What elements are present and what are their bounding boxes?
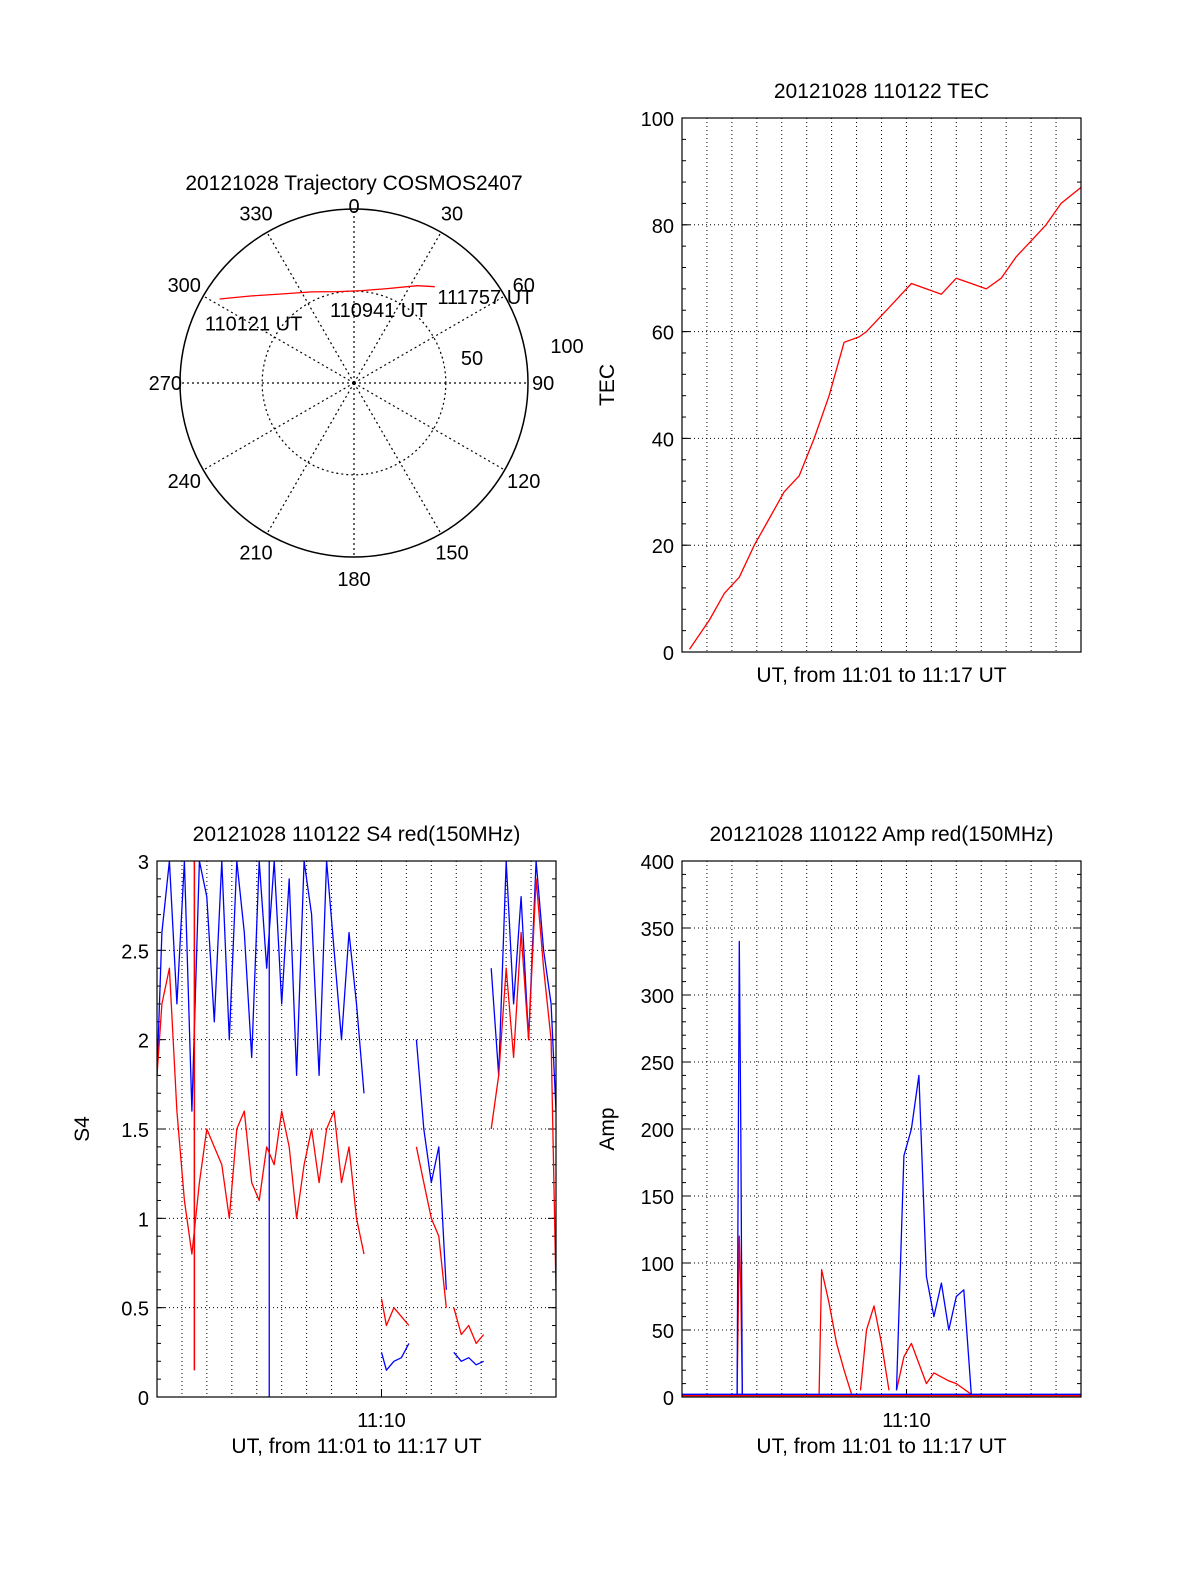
trajectory-time-label: 110121 UT xyxy=(205,313,302,335)
polar-azimuth-label: 90 xyxy=(532,373,554,395)
tec-ylabel: TEC xyxy=(596,364,619,406)
s4-series-red-line xyxy=(490,878,556,1290)
amp-ytick-label: 0 xyxy=(663,1388,674,1410)
s4-xtick-label: 11:10 xyxy=(357,1410,406,1432)
polar-spoke xyxy=(203,295,355,384)
amp-ytick-label: 200 xyxy=(641,1120,674,1142)
polar-azimuth-label: 330 xyxy=(239,203,272,225)
tec-xlabel: UT, from 11:01 to 11:17 UT xyxy=(756,664,1006,687)
s4-series-blue-line xyxy=(415,1039,447,1290)
s4-ytick-label: 2.5 xyxy=(121,941,149,963)
amp-xlabel: UT, from 11:01 to 11:17 UT xyxy=(756,1435,1006,1458)
polar-azimuth-label: 150 xyxy=(435,543,468,565)
polar-azimuth-label: 180 xyxy=(337,569,370,591)
amp-ytick-label: 400 xyxy=(641,852,674,874)
s4-panel: 0 0.5 1 1.5 2 2.5 3 11:10 20121028 110122 S4 red… xyxy=(71,823,557,1458)
polar-azimuth-label: 0 xyxy=(348,196,359,218)
tec-ytick-label: 100 xyxy=(641,109,674,131)
amp-frame xyxy=(681,860,1082,1398)
trajectory-time-label: 111757 UT xyxy=(437,287,533,309)
tec-panel: 0 20 40 60 80 100 20121028 110122 TEC UT, from … xyxy=(596,80,1082,687)
tec-data xyxy=(688,186,1081,650)
polar-ring-label: 100 xyxy=(550,336,583,358)
amp-ytick-label: 150 xyxy=(641,1187,674,1209)
s4-series-blue-line xyxy=(490,861,556,1112)
s4-ytick-label: 1 xyxy=(138,1209,149,1231)
amp-ytick-label: 350 xyxy=(641,919,674,941)
s4-ytick-label: 0 xyxy=(138,1388,149,1410)
amp-series-blue-line xyxy=(895,1074,972,1395)
polar-outer-circle xyxy=(179,208,529,558)
amp-series-red-line xyxy=(818,1269,853,1395)
tec-ytick-label: 80 xyxy=(652,216,674,238)
s4-ylabel: S4 xyxy=(71,1116,94,1142)
polar-spoke xyxy=(353,232,442,384)
polar-azimuth-label: 60 xyxy=(513,275,535,297)
polar-azimuth-label: 30 xyxy=(441,203,463,225)
amp-ytick-label: 300 xyxy=(641,986,674,1008)
amp-series-red-line xyxy=(895,1342,972,1395)
s4-ytick-label: 1.5 xyxy=(121,1120,149,1142)
amp-ylabel: Amp xyxy=(596,1107,619,1150)
polar-spoke xyxy=(353,295,505,384)
amp-series-red-line xyxy=(859,1305,890,1391)
s4-data xyxy=(157,861,556,1397)
tec-series-red-line xyxy=(688,186,1081,650)
amp-ytick-label: 50 xyxy=(652,1321,674,1343)
s4-xlabel: UT, from 11:01 to 11:17 UT xyxy=(231,1435,481,1458)
s4-series-blue-line xyxy=(157,861,365,1112)
polar-spoke xyxy=(203,382,355,471)
polar-spoke xyxy=(353,382,505,471)
s4-frame xyxy=(156,860,557,1398)
polar-azimuth-label: 300 xyxy=(168,275,201,297)
s4-ytick-label: 3 xyxy=(138,852,149,874)
s4-ytick-label: 0.5 xyxy=(121,1299,149,1321)
polar-azimuth-label: 240 xyxy=(168,471,201,493)
tec-ytick-label: 40 xyxy=(652,429,674,451)
tec-ytick-label: 20 xyxy=(652,536,674,558)
amp-xtick-label: 11:10 xyxy=(882,1410,931,1432)
trajectory-line xyxy=(219,285,435,300)
s4-ytick-label: 2 xyxy=(138,1031,149,1053)
amp-data xyxy=(682,940,1081,1397)
polar-azimuth-label: 270 xyxy=(149,373,182,395)
polar-ring-label: 50 xyxy=(461,348,483,370)
amp-series-blue-line xyxy=(736,940,743,1395)
tec-ytick-label: 60 xyxy=(652,323,674,345)
polar-spoke xyxy=(266,382,355,534)
s4-series-red-line xyxy=(380,1298,410,1327)
tec-ytick-label: 0 xyxy=(663,643,674,665)
s4-series-red-line xyxy=(415,1146,447,1308)
s4-series-red-line xyxy=(453,1307,485,1345)
tec-frame xyxy=(681,117,1082,653)
s4-series-blue-line xyxy=(380,1343,410,1371)
polar-spoke xyxy=(353,382,442,534)
polar-azimuth-label: 120 xyxy=(507,471,540,493)
trajectory-time-label: 110941 UT xyxy=(330,300,427,322)
amp-panel: 0 50 100 150 200 250 300 350 400 11:10 20121028 11… xyxy=(596,823,1082,1458)
polar-spoke xyxy=(266,232,355,384)
amp-title: 20121028 110122 Amp red(150MHz) xyxy=(709,823,1053,846)
amp-ytick-label: 100 xyxy=(641,1254,674,1276)
polar-azimuth-label: 210 xyxy=(239,543,272,565)
s4-title: 20121028 110122 S4 red(150MHz) xyxy=(193,823,521,846)
s4-series-blue-line xyxy=(453,1351,484,1366)
s4-series-red-line xyxy=(157,967,365,1255)
tec-title: 20121028 110122 TEC xyxy=(774,80,989,103)
trajectory-panel: 0 30 60 90 120 150 180 210 240 270 300 330 50 100 1101… xyxy=(149,172,584,591)
trajectory-title: 20121028 Trajectory COSMOS2407 xyxy=(185,172,522,195)
amp-ytick-label: 250 xyxy=(641,1053,674,1075)
